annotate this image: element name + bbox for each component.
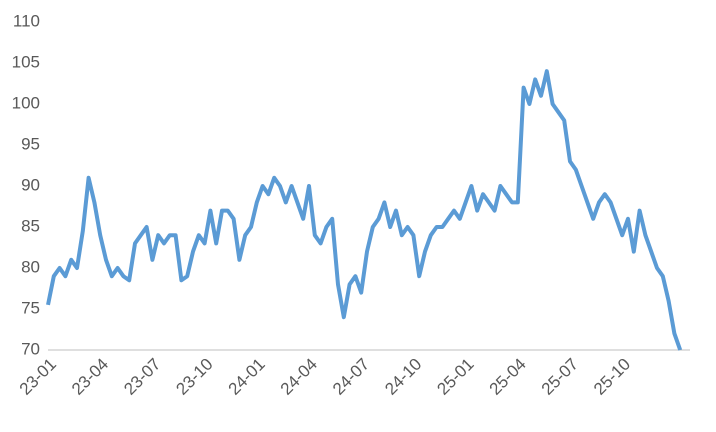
y-tick-label: 105 — [12, 52, 40, 71]
x-tick-label: 24-10 — [381, 355, 425, 399]
x-tick-label: 25-07 — [538, 355, 582, 399]
y-tick-label: 90 — [21, 175, 40, 194]
x-tick-label: 23-01 — [16, 355, 60, 399]
x-tick-label: 25-10 — [590, 355, 634, 399]
x-tick-label: 24-07 — [329, 355, 373, 399]
y-tick-label: 75 — [21, 298, 40, 317]
y-tick-label: 85 — [21, 216, 40, 235]
y-tick-label: 100 — [12, 93, 40, 112]
y-tick-label: 80 — [21, 257, 40, 276]
x-tick-label: 23-07 — [120, 355, 164, 399]
x-tick-label: 25-01 — [433, 355, 477, 399]
x-tick-label: 24-04 — [277, 355, 321, 399]
x-tick-label: 23-04 — [68, 355, 112, 399]
x-tick-label: 25-04 — [486, 355, 530, 399]
data-line — [46, 69, 683, 351]
x-tick-label: 24-01 — [225, 355, 269, 399]
x-tick-label: 23-10 — [172, 355, 216, 399]
y-tick-label: 70 — [21, 339, 40, 358]
y-tick-label: 110 — [13, 11, 40, 30]
y-tick-label: 95 — [21, 134, 40, 153]
